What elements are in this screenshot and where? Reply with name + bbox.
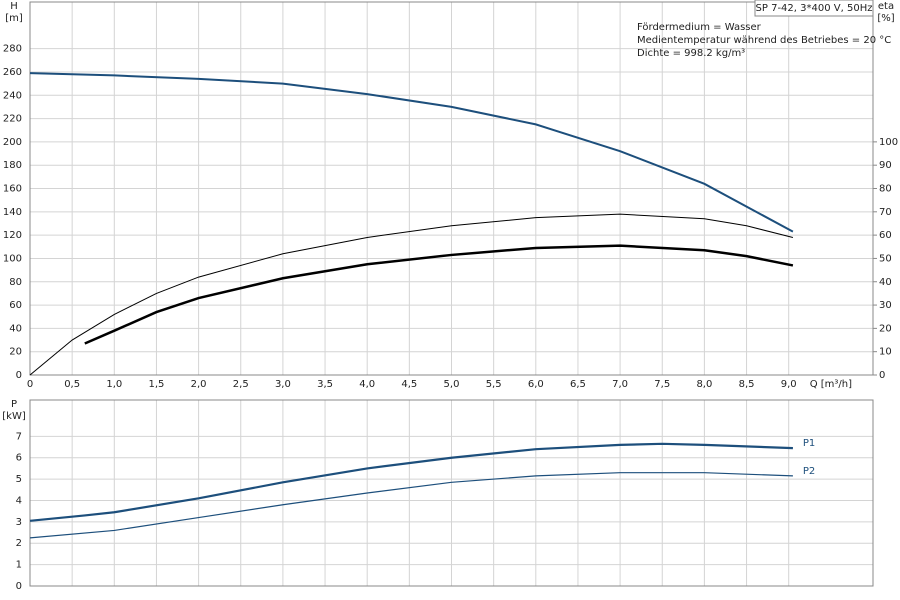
x-tick-label: 0,5 <box>64 379 80 390</box>
x-tick-label: 3,5 <box>317 379 333 390</box>
y-tick-label: 80 <box>9 277 22 288</box>
plot-frame <box>29 1 874 376</box>
annotation: Medientemperatur während des Betriebes =… <box>637 35 891 46</box>
y-tick-label: 140 <box>3 207 22 218</box>
y-axis-unit: [kW] <box>2 411 26 422</box>
y-tick-label: 260 <box>3 67 22 78</box>
annotation: Dichte = 998.2 kg/m³ <box>637 48 745 59</box>
y-tick-label: 6 <box>16 453 22 464</box>
x-tick-label: 5,5 <box>486 379 502 390</box>
y-tick-label: 240 <box>3 90 22 101</box>
x-tick-label: 3,0 <box>275 379 291 390</box>
x-tick-label: 9,0 <box>781 379 797 390</box>
y2-tick-label: 80 <box>879 184 892 195</box>
x-tick-label: 8,0 <box>696 379 712 390</box>
x-tick-label: 1,5 <box>148 379 164 390</box>
y2-axis-label: eta <box>878 1 894 12</box>
y-tick-label: 0 <box>16 370 22 381</box>
x-tick-label: 2,0 <box>191 379 207 390</box>
x-axis-label: Q [m³/h] <box>810 379 852 390</box>
curve <box>84 244 794 345</box>
y2-tick-label: 0 <box>879 370 885 381</box>
y2-tick-label: 10 <box>879 347 892 358</box>
y-axis-unit: [m] <box>5 13 23 24</box>
y-tick-label: 100 <box>3 253 22 264</box>
x-tick-label: 5,0 <box>444 379 460 390</box>
y2-tick-label: 30 <box>879 300 892 311</box>
y-tick-label: 40 <box>9 323 22 334</box>
title-box <box>754 0 874 17</box>
y-axis-label: P <box>11 399 17 410</box>
curve <box>29 472 793 539</box>
plot-frame <box>29 399 874 587</box>
x-tick-label: 0 <box>27 379 33 390</box>
annotation: Fördermedium = Wasser <box>637 22 762 33</box>
y-tick-label: 1 <box>16 560 22 571</box>
y-tick-label: 7 <box>16 431 22 442</box>
x-tick-label: 1,0 <box>106 379 122 390</box>
series-label: P1 <box>803 438 815 449</box>
y-tick-label: 60 <box>9 300 22 311</box>
series-label: P2 <box>803 466 815 477</box>
y-tick-label: 4 <box>16 495 22 506</box>
curve <box>29 72 794 233</box>
y-tick-label: 220 <box>3 114 22 125</box>
x-tick-label: 7,5 <box>654 379 670 390</box>
y-tick-label: 0 <box>16 581 22 592</box>
chart-title: SP 7-42, 3*400 V, 50Hz <box>756 3 873 14</box>
y2-axis-unit: [%] <box>877 13 894 24</box>
y2-tick-label: 20 <box>879 323 892 334</box>
curve <box>29 213 794 376</box>
x-tick-label: 6,5 <box>570 379 586 390</box>
y-tick-label: 2 <box>16 538 22 549</box>
x-tick-label: 8,5 <box>739 379 755 390</box>
x-tick-label: 6,0 <box>528 379 544 390</box>
y-tick-label: 3 <box>16 517 22 528</box>
x-tick-label: 7,0 <box>612 379 628 390</box>
y-tick-label: 120 <box>3 230 22 241</box>
y2-tick-label: 70 <box>879 207 892 218</box>
x-tick-label: 4,5 <box>401 379 417 390</box>
y-tick-label: 5 <box>16 474 22 485</box>
y2-tick-label: 50 <box>879 253 892 264</box>
y-tick-label: 160 <box>3 184 22 195</box>
y-tick-label: 280 <box>3 44 22 55</box>
y-tick-label: 20 <box>9 347 22 358</box>
y-axis-label: H <box>10 1 18 12</box>
x-tick-label: 4,0 <box>359 379 375 390</box>
y-tick-label: 200 <box>3 137 22 148</box>
y2-tick-label: 100 <box>879 137 898 148</box>
x-tick-label: 2,5 <box>233 379 249 390</box>
y-tick-label: 180 <box>3 160 22 171</box>
y2-tick-label: 40 <box>879 277 892 288</box>
curve <box>29 442 793 522</box>
y2-tick-label: 90 <box>879 160 892 171</box>
y2-tick-label: 60 <box>879 230 892 241</box>
